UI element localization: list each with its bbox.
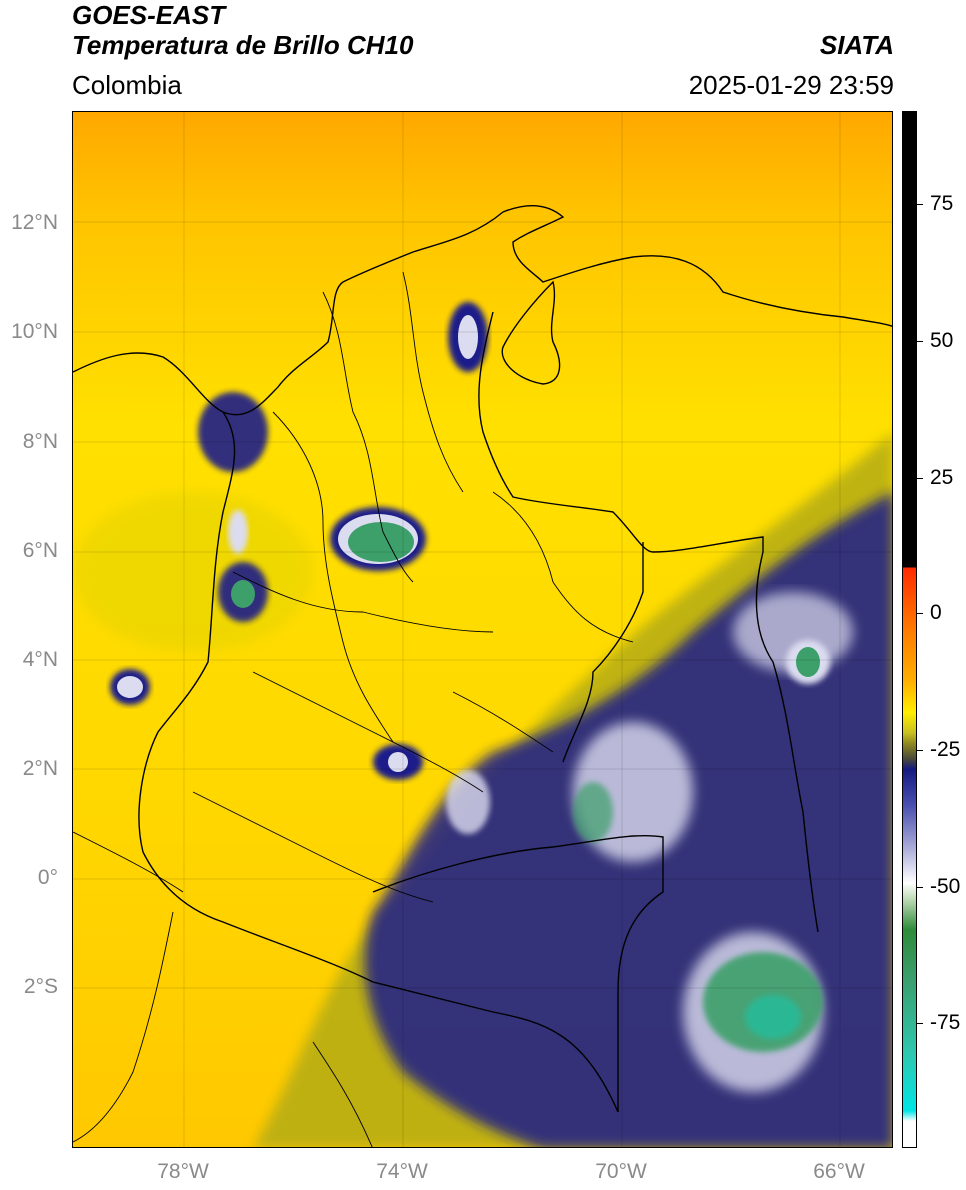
cell-choco-core [231, 580, 255, 608]
caribbean-coast [73, 204, 892, 416]
colorbar-label: -50 [930, 875, 961, 898]
colombia-west-south [138, 411, 619, 1113]
lat-label: 6°N [22, 539, 58, 562]
lat-label: 12°N [11, 211, 58, 234]
colorbar-label: 75 [930, 192, 954, 215]
colorbar-tick [917, 1023, 923, 1024]
lon-label: 74°W [376, 1160, 428, 1183]
haze-west [73, 492, 313, 652]
cell-antioquia-core [348, 522, 414, 562]
lon-label: 66°W [813, 1160, 865, 1183]
cell-pacific-core [117, 676, 143, 698]
dept-line-2 [402, 271, 464, 493]
venezuela-border [478, 311, 819, 933]
cell-guaviare [446, 770, 490, 834]
colorbar-tick [917, 478, 923, 479]
lat-label: 4°N [22, 648, 58, 671]
colorbar-tick [917, 750, 923, 751]
colombia-brazil-border [372, 834, 664, 1112]
dept-line-7 [492, 491, 634, 643]
lon-label: 70°W [595, 1160, 647, 1183]
cell-meta-core [388, 752, 408, 772]
maracaibo-lake [501, 280, 561, 385]
dept-line-8 [452, 691, 554, 753]
lat-label: 2°N [22, 757, 58, 780]
cell-choco-north [228, 510, 248, 554]
lon-label: 78°W [157, 1160, 209, 1183]
lat-label: 2°S [23, 975, 58, 998]
title-line-2: Temperatura de Brillo CH10 [72, 30, 414, 60]
dept-line-4 [232, 571, 494, 633]
dept-line-1 [322, 291, 414, 583]
timestamp: 2025-01-29 23:59 [688, 70, 894, 100]
brand-label: SIATA [819, 30, 894, 60]
colorbar-tick [917, 613, 923, 614]
colorbar-label: 50 [930, 329, 954, 352]
cell-east-core [796, 647, 820, 677]
map-canvas [73, 112, 892, 1147]
dept-line-3 [272, 411, 394, 743]
colorbar-tick [917, 887, 923, 888]
cell-north-core [458, 315, 478, 359]
colorbar-label: 0 [930, 601, 942, 624]
lat-label: 0° [37, 866, 58, 889]
graticule [73, 112, 892, 1147]
ecuador-coast [73, 911, 174, 1143]
satellite-map [72, 111, 893, 1148]
cell-uraba [198, 392, 268, 472]
dept-line-6 [192, 791, 434, 903]
country-borders [73, 204, 892, 1113]
lat-label: 10°N [11, 320, 58, 343]
title-line-1: GOES-EAST [72, 0, 226, 30]
colorbar-tick [917, 204, 923, 205]
dept-line-9 [73, 831, 184, 893]
cold-core-teal-se [745, 995, 801, 1039]
colorbar-label: -75 [930, 1011, 961, 1034]
colorbar-tick [917, 341, 923, 342]
lat-label: 8°N [22, 430, 58, 453]
colorbar [902, 111, 917, 1148]
dept-line-5 [252, 671, 484, 793]
colombia-east-inner [562, 542, 644, 763]
cell-vaupes-green [573, 782, 613, 842]
department-borders [73, 271, 634, 1147]
region-label: Colombia [72, 70, 182, 100]
peru-line [312, 1041, 373, 1147]
colorbar-label: 25 [930, 466, 954, 489]
colorbar-label: -25 [930, 738, 961, 761]
